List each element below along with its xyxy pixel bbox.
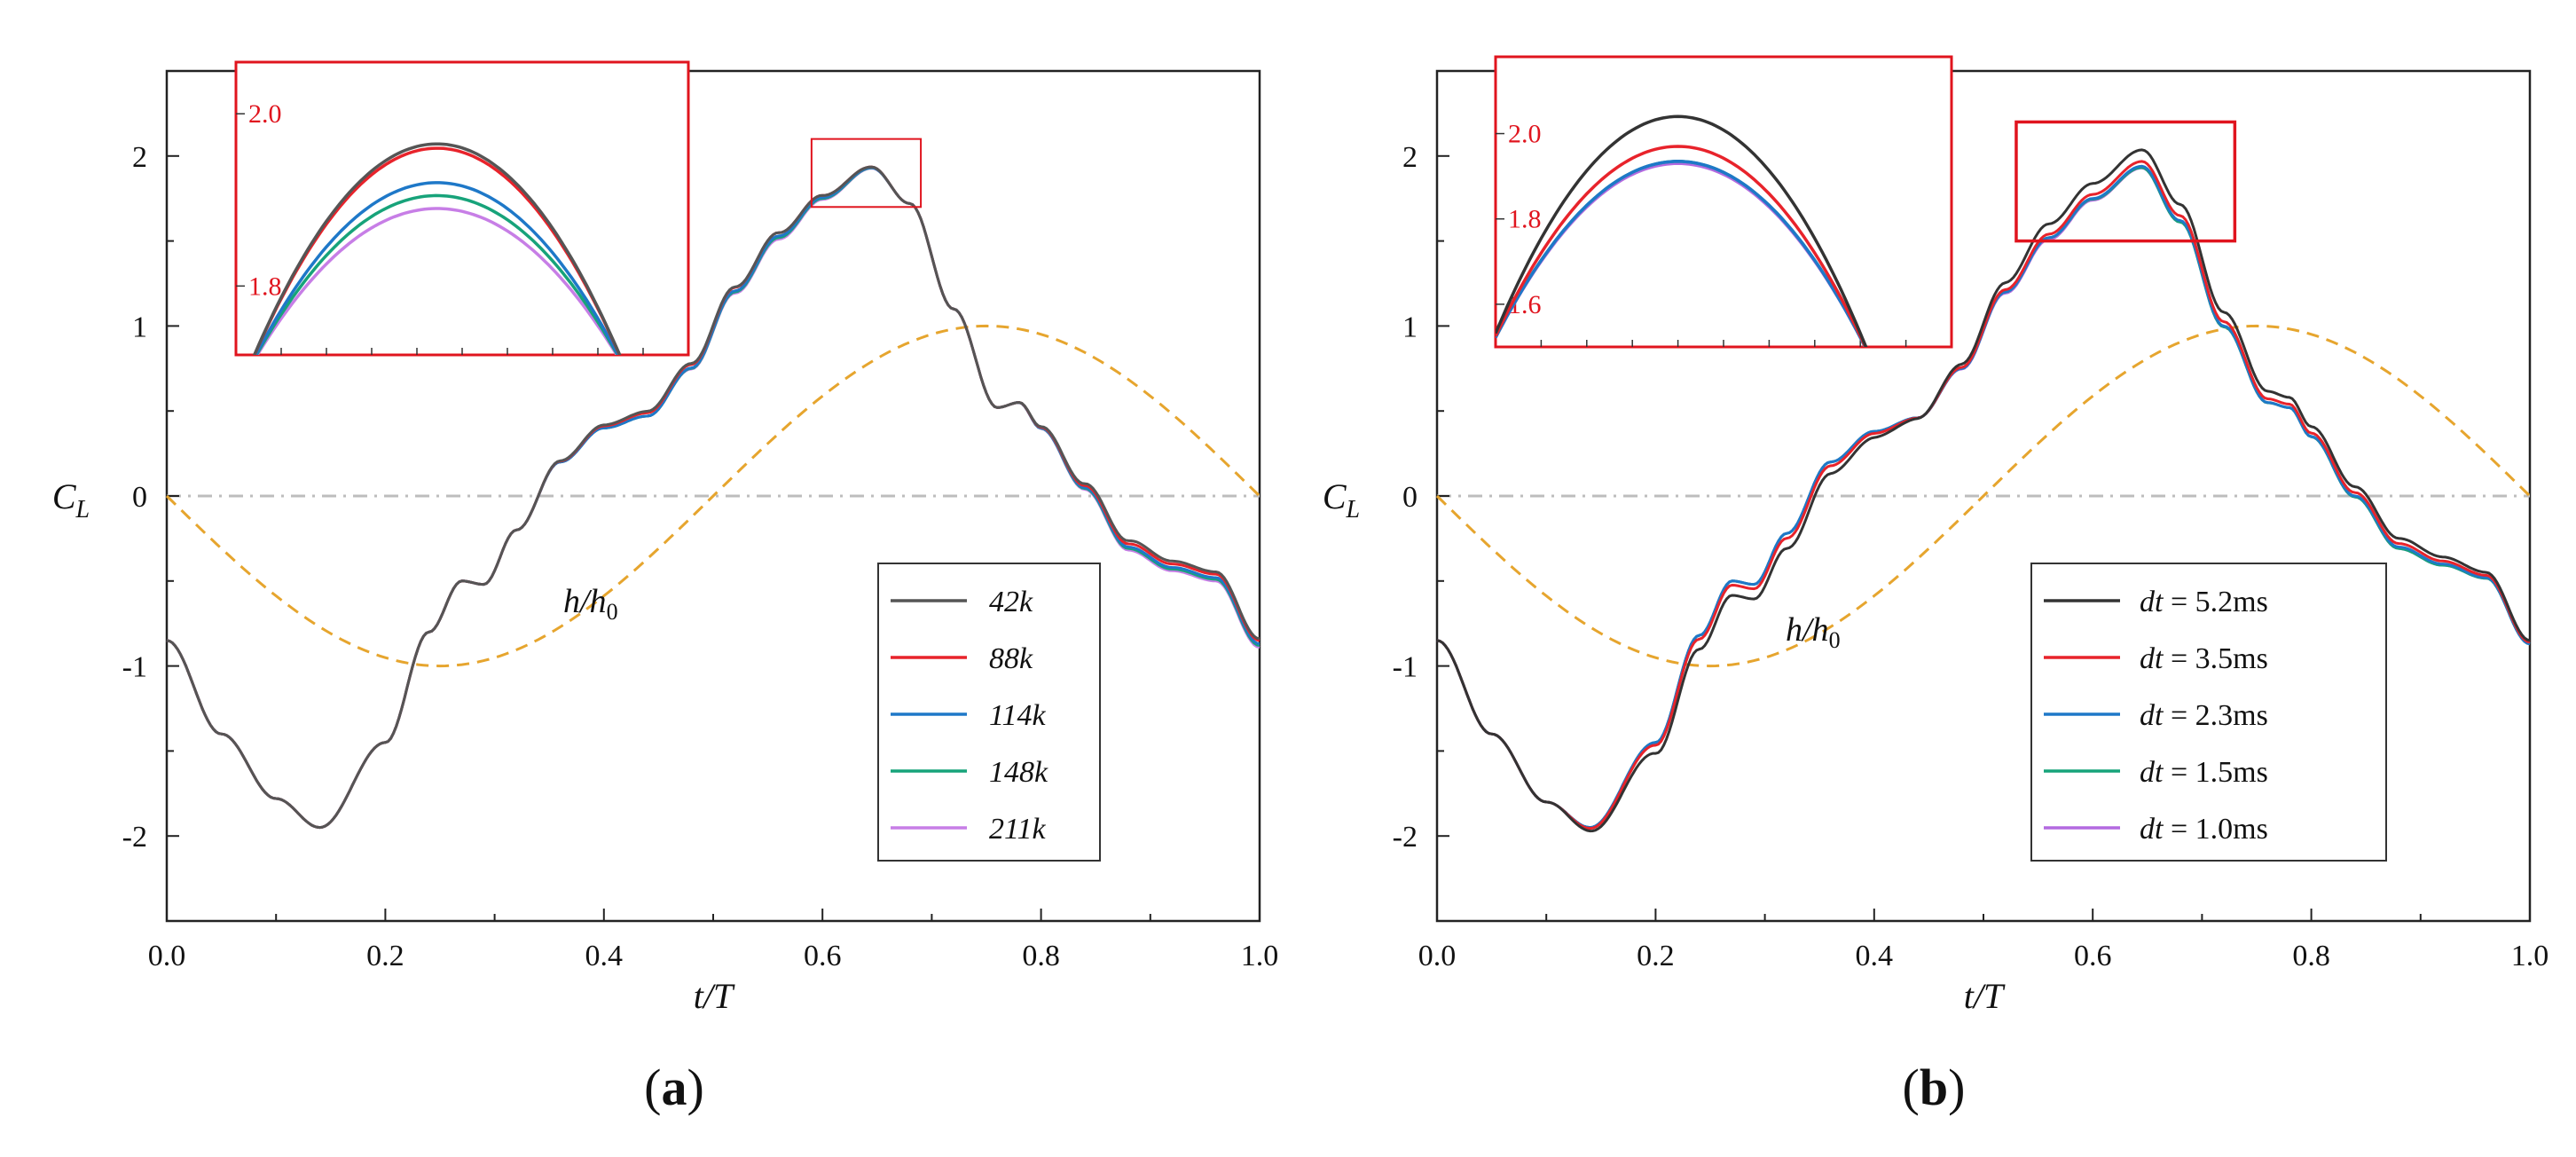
legend-entry-label: 42k — [989, 586, 1033, 618]
inset-y-tick-label: 1.8 — [1508, 205, 1542, 234]
legend-var: dt — [2140, 756, 2164, 789]
x-tick-label: 0.0 — [1418, 940, 1457, 972]
inset-series-dt-3-5ms — [1496, 145, 1867, 347]
legend-entry-label: dt = 1.0ms — [2140, 813, 2268, 846]
x-tick-label: 0.4 — [585, 940, 624, 972]
legend-entry-label: dt = 2.3ms — [2140, 699, 2268, 732]
legend-value: = 5.2ms — [2163, 586, 2267, 618]
chart-panel-a: 0.0 0.2 0.4 0.6 0.8 1.0 -2 -1 0 1 2 t/T CL h/h0 1.8 2.0… — [52, 60, 1279, 1116]
y-axis-label-subscript: L — [75, 496, 90, 523]
legend-entry-label: 114k — [989, 699, 1046, 732]
legend-var: dt — [2140, 642, 2164, 675]
panel-label-open: ( — [1903, 1059, 1920, 1116]
legend-entry-label: 211k — [989, 813, 1046, 846]
legend-entry-label: dt = 5.2ms — [2140, 586, 2268, 618]
displacement-annotation: h/h0 — [1786, 611, 1841, 653]
inset-series-114k — [254, 181, 620, 355]
panel-label-letter: b — [1920, 1059, 1948, 1116]
displacement-annotation: h/h0 — [563, 583, 618, 625]
series-line-42k — [166, 165, 1261, 830]
x-tick-label: 0.2 — [1637, 940, 1675, 972]
x-tick-label: 0.2 — [366, 940, 404, 972]
panel-label: (a) — [644, 1059, 704, 1116]
x-tick-label: 0.4 — [1856, 940, 1894, 972]
y-axis-label: CL — [1323, 476, 1360, 523]
y-tick-label: -2 — [122, 821, 147, 854]
panel-label-close: ) — [687, 1059, 704, 1116]
zoom-region-box — [810, 138, 923, 209]
y-axis-label: CL — [52, 476, 90, 523]
chart-panel-b: 0.0 0.2 0.4 0.6 0.8 1.0-2-1012t/TCLh/h01.61.8… — [1323, 55, 2549, 1116]
x-tick-label: 0.6 — [804, 940, 842, 972]
inset-frame — [234, 60, 690, 357]
inset-y-tick-label: 2.0 — [1508, 120, 1542, 149]
inset-y-tick-label: 1.8 — [248, 272, 282, 301]
y-tick-label: 0 — [1402, 481, 1418, 514]
y-tick-label: 1 — [1402, 311, 1418, 343]
inset-y-tick-label: 2.0 — [248, 99, 282, 129]
panel-label-letter: a — [662, 1059, 687, 1116]
x-tick-label: 0.8 — [2292, 940, 2330, 972]
legend-var: dt — [2140, 699, 2164, 732]
y-axis-label-subscript: L — [1346, 496, 1361, 523]
legend-value: = 1.5ms — [2163, 756, 2267, 789]
x-tick-label: 0.8 — [1022, 940, 1060, 972]
y-tick-label: 2 — [1402, 141, 1418, 174]
y-tick-label: -1 — [1393, 651, 1418, 684]
legend-box — [2030, 563, 2387, 862]
y-tick-label: 0 — [132, 481, 147, 514]
x-tick-label: 0.6 — [2074, 940, 2112, 972]
inset-series-dt-2-3ms — [1496, 160, 1867, 347]
series-line-dt-3-5ms — [1436, 160, 2531, 830]
series-line-dt-5-2ms — [1436, 148, 2531, 833]
inset-series-dt-5-2ms — [1496, 114, 1868, 347]
legend-entry-label: dt = 1.5ms — [2140, 756, 2268, 789]
x-axis-label: t/T — [694, 976, 735, 1016]
panel-label-open: ( — [644, 1059, 661, 1116]
inset-panel: 1.8 2.0 — [234, 60, 690, 357]
legend-entry-label: 88k — [989, 642, 1033, 675]
legend-entry-label: dt = 3.5ms — [2140, 642, 2268, 675]
y-tick-label: -2 — [1393, 821, 1418, 854]
inset-frame — [1494, 55, 1953, 349]
legend-var: dt — [2140, 586, 2164, 618]
x-axis-label: t/T — [1964, 976, 2006, 1016]
zoom-region-box — [2014, 120, 2237, 243]
legend-value: = 2.3ms — [2163, 699, 2267, 732]
x-tick-label: 1.0 — [1241, 940, 1279, 972]
plunge-displacement-curve — [1435, 324, 2532, 668]
annotation-subscript: 0 — [607, 599, 618, 625]
y-tick-label: -1 — [122, 651, 147, 684]
x-tick-label: 0.0 — [148, 940, 186, 972]
legend: 42k 88k 114k 148k 211k — [877, 563, 1101, 862]
plunge-displacement-curve — [165, 324, 1261, 668]
inset-series-42k — [252, 142, 622, 355]
panel-label-close: ) — [1948, 1059, 1965, 1116]
inset-panel: 1.61.82.0 — [1494, 55, 1953, 349]
x-tick-label: 1.0 — [2511, 940, 2549, 972]
legend-box — [877, 563, 1101, 862]
legend-var: dt — [2140, 813, 2164, 846]
y-tick-label: 1 — [132, 311, 147, 343]
legend-value: = 1.0ms — [2163, 813, 2267, 846]
panel-label: (b) — [1903, 1059, 1966, 1116]
legend-entry-label: 148k — [989, 756, 1048, 789]
legend-value: = 3.5ms — [2163, 642, 2267, 675]
annotation-subscript: 0 — [1829, 627, 1841, 653]
y-tick-label: 2 — [132, 141, 147, 174]
